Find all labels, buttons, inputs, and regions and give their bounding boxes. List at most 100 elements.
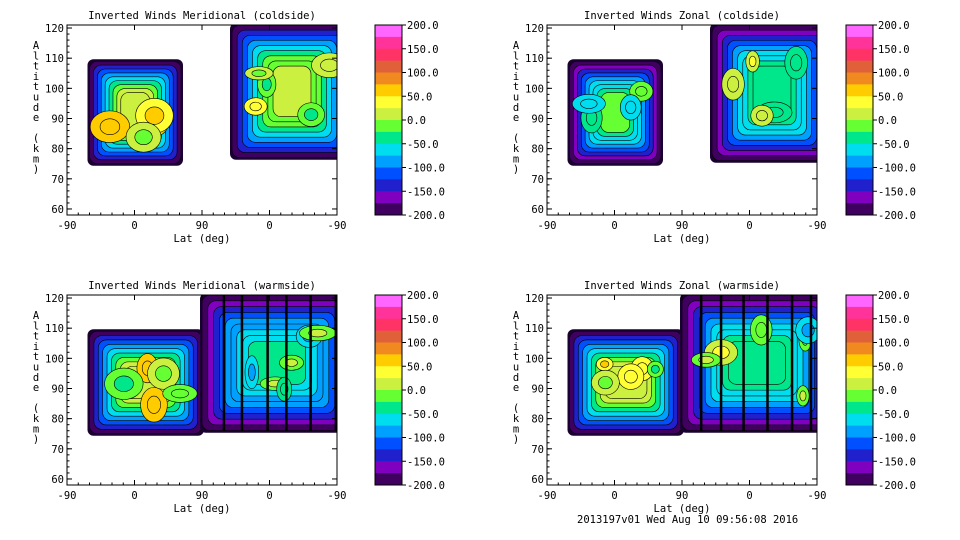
- colorbar-label: -100.0: [878, 433, 916, 445]
- colorbar-label: -50.0: [407, 409, 439, 421]
- colorbar-swatch: [375, 131, 402, 145]
- contour-blob: [625, 100, 637, 114]
- colorbar-label: 150.0: [878, 44, 910, 56]
- colorbar-label: -150.0: [407, 186, 445, 198]
- colorbar-swatch: [375, 96, 402, 109]
- colorbar-swatch: [375, 390, 402, 403]
- colorbar-swatch: [846, 167, 873, 180]
- contour-blob: [598, 376, 613, 390]
- colorbar-swatch: [375, 461, 402, 474]
- contour-blob: [624, 369, 638, 384]
- x-tick-label: -90: [328, 490, 347, 502]
- x-tick-label: -90: [808, 220, 827, 232]
- colorbar-label: -200.0: [878, 210, 916, 222]
- colorbar-swatch: [846, 366, 873, 379]
- colorbar-label: -200.0: [407, 480, 445, 492]
- colorbar-swatch: [846, 354, 873, 367]
- colorbar-label: -150.0: [878, 456, 916, 468]
- y-tick-label: 100: [45, 83, 64, 95]
- contour-blob: [600, 360, 610, 368]
- colorbar-label: -100.0: [878, 163, 916, 175]
- contour-ring: [728, 341, 786, 385]
- colorbar-swatch: [375, 143, 402, 157]
- colorbar-label: 200.0: [407, 20, 439, 32]
- x-tick-label: -90: [328, 220, 347, 232]
- contour-blob: [580, 98, 598, 109]
- y-tick-label: 70: [531, 444, 544, 456]
- colorbar-label: 150.0: [407, 44, 439, 56]
- colorbar-swatch: [846, 84, 873, 97]
- colorbar-swatch: [846, 143, 873, 157]
- colorbar-swatch: [846, 191, 873, 204]
- contour-blob: [799, 390, 807, 402]
- colorbar-label: -200.0: [878, 480, 916, 492]
- y-tick-label: 60: [51, 474, 64, 486]
- colorbar-label: 50.0: [407, 361, 432, 373]
- colorbar-swatch: [846, 318, 873, 332]
- colorbar-swatch: [846, 203, 873, 216]
- contour-blob: [790, 54, 803, 72]
- colorbar-label: 200.0: [878, 290, 910, 302]
- y-tick-label: 110: [45, 53, 64, 65]
- colorbar-swatch: [375, 366, 402, 379]
- y-tick-label: 100: [525, 353, 544, 365]
- footer-stamp: 2013197v01 Wed Aug 10 09:56:08 2016: [577, 514, 799, 526]
- contour-field: [567, 25, 817, 166]
- contour-blob: [144, 106, 165, 125]
- colorbar-swatch: [375, 306, 402, 320]
- colorbar-swatch: [375, 84, 402, 97]
- x-tick-label: 0: [131, 490, 137, 502]
- contour-blob: [251, 69, 267, 77]
- colorbar-swatch: [846, 390, 873, 403]
- x-tick-label: -90: [538, 220, 557, 232]
- colorbar-swatch: [846, 413, 873, 427]
- colorbar-swatch: [846, 131, 873, 145]
- colorbar-swatch: [846, 108, 873, 121]
- colorbar-label: 0.0: [407, 385, 426, 397]
- x-tick-label: 90: [196, 490, 209, 502]
- contour-streak: [309, 295, 312, 431]
- y-tick-label: 80: [531, 414, 544, 426]
- y-tick-label: 80: [51, 144, 64, 156]
- colorbar-swatch: [375, 354, 402, 367]
- colorbar-swatch: [375, 155, 402, 168]
- colorbar-swatch: [846, 401, 873, 415]
- x-tick-label: -90: [538, 490, 557, 502]
- colorbar-swatch: [375, 318, 402, 332]
- contour-field: [87, 295, 337, 436]
- contour-blob: [651, 364, 660, 374]
- contour-streak: [766, 295, 769, 431]
- x-tick-label: -90: [58, 490, 77, 502]
- colorbar-swatch: [375, 191, 402, 204]
- colorbar-swatch: [846, 330, 873, 343]
- colorbar-swatch: [846, 295, 873, 308]
- y-tick-label: 60: [51, 204, 64, 216]
- colorbar-swatch: [846, 449, 873, 462]
- colorbar-label: 150.0: [407, 314, 439, 326]
- colorbar-swatch: [375, 425, 402, 438]
- colorbar-swatch: [375, 167, 402, 180]
- y-tick-label: 110: [45, 323, 64, 335]
- x-axis-label: Lat (deg): [654, 503, 711, 515]
- y-tick-label: 90: [531, 383, 544, 395]
- colorbar-swatch: [375, 48, 402, 62]
- colorbar-swatch: [846, 425, 873, 438]
- panel-3: 60 70 80 90 100 110 120 -90 0 90 0 -90 Lat (deg) A l t i…: [33, 280, 445, 515]
- chart-title: Inverted Winds Meridional (coldside): [88, 10, 316, 22]
- y-tick-label: 120: [45, 293, 64, 305]
- contour-streak: [742, 295, 745, 431]
- y-tick-label: 120: [525, 23, 544, 35]
- colorbar-swatch: [375, 72, 402, 85]
- colorbar-swatch: [846, 155, 873, 168]
- contour-blob: [320, 58, 337, 72]
- colorbar-swatch: [375, 120, 402, 133]
- colorbar-label: 100.0: [878, 68, 910, 80]
- contour-blob: [748, 55, 757, 68]
- colorbar-label: 100.0: [878, 338, 910, 350]
- colorbar-swatch: [846, 461, 873, 474]
- panel-1: 60 70 80 90 100 110 120 -90 0 90 0 -90 Lat (deg) A l t i…: [33, 10, 445, 245]
- colorbar-label: 100.0: [407, 338, 439, 350]
